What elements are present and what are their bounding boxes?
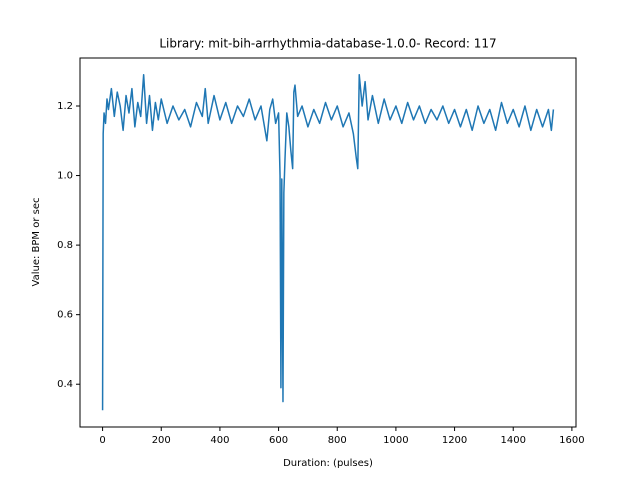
y-tick-label: 0.4 bbox=[57, 379, 73, 390]
y-tick-label: 1.2 bbox=[57, 101, 73, 112]
x-tick-label: 0 bbox=[99, 435, 105, 446]
y-tick-label: 0.6 bbox=[57, 310, 73, 321]
x-tick-label: 600 bbox=[269, 435, 288, 446]
x-tick-label: 200 bbox=[152, 435, 171, 446]
y-tick-label: 0.8 bbox=[57, 240, 73, 251]
line-series bbox=[101, 73, 555, 411]
x-tick-label: 1600 bbox=[559, 435, 584, 446]
y-tick-label: 1.0 bbox=[57, 171, 73, 182]
x-tick-label: 800 bbox=[328, 435, 347, 446]
chart-title: Library: mit-bih-arrhythmia-database-1.0… bbox=[159, 37, 496, 51]
x-tick-label: 400 bbox=[210, 435, 229, 446]
x-tick-label: 1200 bbox=[442, 435, 467, 446]
x-tick-label: 1400 bbox=[501, 435, 526, 446]
x-tick-label: 1000 bbox=[383, 435, 408, 446]
y-axis-label: Value: BPM or sec bbox=[31, 198, 42, 287]
x-axis-label: Duration: (pulses) bbox=[283, 458, 373, 469]
axes-frame bbox=[79, 57, 577, 428]
